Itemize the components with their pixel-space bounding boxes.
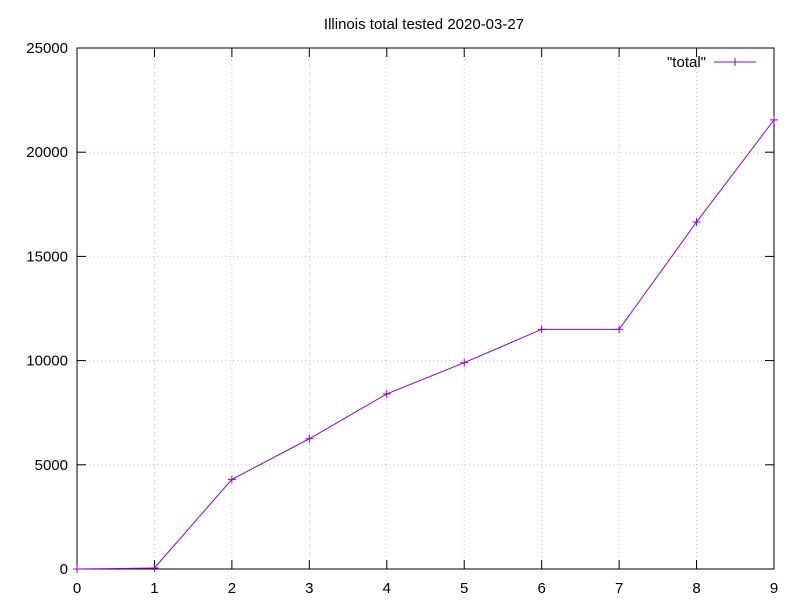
axis-ticks [76, 47, 775, 570]
legend-marker-total [731, 58, 739, 66]
data-point-total [382, 389, 391, 398]
grid-lines [77, 48, 774, 569]
data-point-total [692, 218, 701, 227]
x-tick-label: 5 [460, 580, 468, 597]
series-line-total [76, 119, 775, 570]
data-point-total [615, 325, 624, 334]
y-tick-label: 15000 [26, 248, 68, 265]
legend-label-total: "total" [667, 54, 706, 71]
y-tick-label: 25000 [26, 40, 68, 57]
x-tick-label: 0 [73, 580, 81, 597]
x-axis-tick-labels: 0 1 2 3 4 5 6 7 8 9 [73, 580, 778, 597]
x-tick-label: 2 [228, 580, 236, 597]
x-tick-label: 9 [770, 580, 778, 597]
y-tick-label: 5000 [35, 457, 68, 474]
data-point-total [227, 475, 236, 484]
data-point-total [460, 358, 469, 367]
y-tick-label: 10000 [26, 353, 68, 370]
x-tick-label: 1 [150, 580, 158, 597]
data-point-total [150, 563, 159, 572]
x-tick-label: 3 [305, 580, 313, 597]
x-tick-label: 8 [692, 580, 700, 597]
x-tick-label: 4 [383, 580, 391, 597]
chart-title: Illinois total tested 2020-03-27 [324, 16, 524, 33]
y-axis-tick-labels: 0 5000 10000 15000 20000 25000 [26, 40, 68, 578]
data-point-total [73, 565, 81, 573]
data-point-total [537, 325, 546, 334]
x-tick-label: 7 [615, 580, 623, 597]
data-point-total [305, 434, 314, 443]
data-point-total [770, 115, 778, 124]
y-tick-label: 20000 [26, 144, 68, 161]
plot-frame [76, 47, 775, 570]
x-tick-label: 6 [537, 580, 545, 597]
series-total [73, 115, 778, 573]
legend: "total" [667, 54, 756, 71]
y-tick-label: 0 [60, 561, 68, 578]
